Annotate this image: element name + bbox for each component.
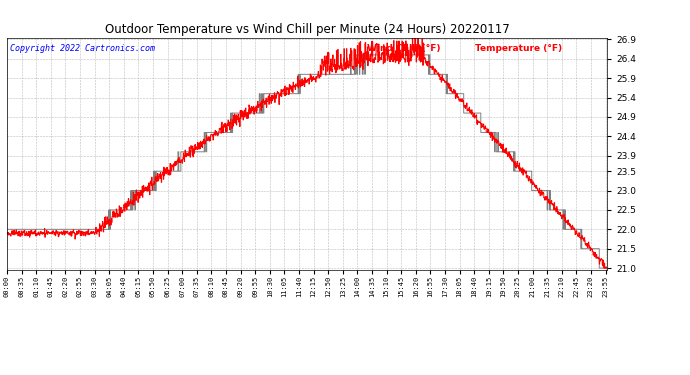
Title: Outdoor Temperature vs Wind Chill per Minute (24 Hours) 20220117: Outdoor Temperature vs Wind Chill per Mi… <box>105 23 509 36</box>
Text: Temperature (°F): Temperature (°F) <box>475 45 562 54</box>
Text: Copyright 2022 Cartronics.com: Copyright 2022 Cartronics.com <box>10 45 155 54</box>
Text: Wind Chill (°F): Wind Chill (°F) <box>367 45 441 54</box>
